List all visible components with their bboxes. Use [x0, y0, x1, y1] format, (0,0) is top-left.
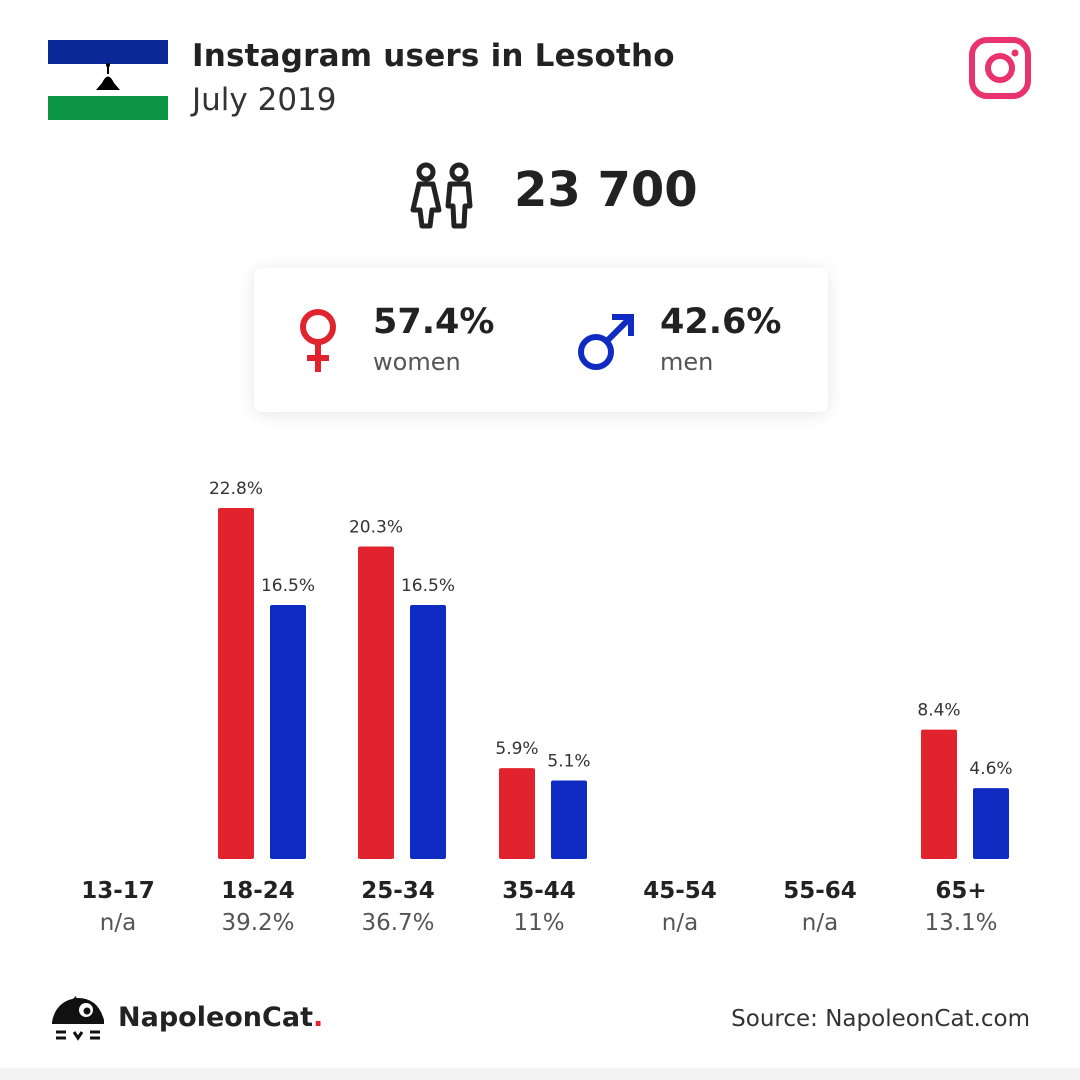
gender-card: 57.4% women 42.6% men [254, 268, 828, 412]
page-title: Instagram users in Lesotho [192, 38, 675, 74]
age-group-total: n/a [99, 910, 137, 936]
female-icon [300, 309, 336, 372]
bar-men-35-44 [551, 780, 587, 859]
age-group-total: 11% [513, 910, 565, 936]
bar-women-35-44 [499, 768, 535, 859]
bar-women-65+ [921, 729, 957, 859]
age-group-label: 55-64 [783, 878, 857, 904]
bar-label-women-18-24: 22.8% [209, 479, 263, 499]
age-group-label: 18-24 [221, 878, 295, 904]
bar-women-18-24 [218, 508, 254, 859]
bar-label-women-25-34: 20.3% [349, 517, 403, 537]
brand-text: NapoleonCat [118, 1002, 313, 1033]
users-icon [410, 162, 473, 229]
page-subtitle: July 2019 [192, 82, 337, 118]
women-percentage: 57.4% [373, 302, 495, 342]
men-label: men [660, 348, 714, 376]
male-icon [578, 314, 634, 370]
bar-label-men-25-34: 16.5% [401, 576, 455, 596]
instagram-icon [969, 37, 1031, 99]
bar-men-18-24 [270, 604, 306, 859]
age-group-total: n/a [801, 910, 839, 936]
brand-name: NapoleonCat. [118, 1002, 323, 1033]
bottom-strip [0, 1068, 1080, 1080]
age-group-total: n/a [661, 910, 699, 936]
age-group-label: 45-54 [643, 878, 717, 904]
source-text: Source: NapoleonCat.com [731, 1006, 1030, 1032]
age-group-total: 39.2% [221, 910, 295, 936]
bar-men-25-34 [410, 604, 446, 859]
age-group-label: 13-17 [81, 878, 155, 904]
age-group-label: 65+ [935, 878, 987, 904]
age-group-label: 35-44 [502, 878, 576, 904]
bar-label-men-65+: 4.6% [969, 759, 1012, 779]
bar-label-men-18-24: 16.5% [261, 576, 315, 596]
bar-label-women-35-44: 5.9% [495, 739, 538, 759]
lesotho-flag-icon [48, 40, 168, 120]
men-percentage: 42.6% [660, 302, 782, 342]
age-group-label: 25-34 [361, 878, 435, 904]
age-group-total: 13.1% [924, 910, 998, 936]
napoleoncat-logo-icon [52, 996, 104, 1041]
women-label: women [373, 348, 461, 376]
total-users: 23 700 [514, 162, 698, 218]
age-gender-bar-chart: 22.8% 20.3% 5.9% 8.4% 16.5% 16.5% 5.1% 4.6% [209, 479, 1013, 859]
bar-label-women-65+: 8.4% [917, 701, 960, 721]
bar-men-65+ [973, 788, 1009, 859]
bar-label-men-35-44: 5.1% [547, 751, 590, 771]
bar-women-25-34 [358, 546, 394, 859]
age-group-total: 36.7% [361, 910, 435, 936]
brand-dot: . [312, 1002, 324, 1033]
